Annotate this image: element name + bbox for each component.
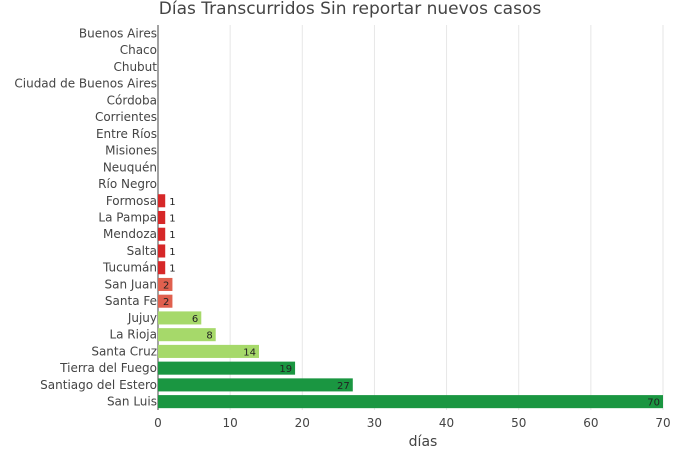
bar-18[interactable]: [158, 328, 216, 342]
x-tick-label-0: 0: [154, 416, 162, 430]
category-label-11: La Pampa: [98, 211, 157, 225]
bar-10[interactable]: [158, 194, 166, 208]
category-label-17: Jujuy: [127, 311, 157, 325]
category-label-6: Entre Ríos: [96, 127, 157, 141]
category-label-7: Misiones: [105, 144, 157, 158]
bar-15[interactable]: [158, 277, 173, 291]
bar-17[interactable]: [158, 311, 202, 325]
category-label-9: Río Negro: [98, 177, 157, 191]
category-label-1: Chaco: [120, 43, 157, 57]
category-label-20: Tierra del Fuego: [59, 361, 157, 375]
grid-lines: [157, 25, 664, 410]
x-tick-label-4: 40: [439, 416, 454, 430]
x-tick-label-7: 70: [655, 416, 670, 430]
category-label-8: Neuquén: [103, 160, 157, 174]
bar-value-label-12: 1: [169, 230, 175, 241]
category-label-22: San Luis: [107, 395, 157, 409]
bar-value-label-13: 1: [169, 247, 175, 258]
category-label-21: Santiago del Estero: [40, 378, 157, 392]
chart-title: Días Transcurridos Sin reportar nuevos c…: [159, 0, 542, 19]
category-label-0: Buenos Aires: [79, 26, 157, 40]
bar-value-label-11: 1: [169, 214, 175, 225]
bar-11[interactable]: [158, 210, 166, 225]
bar-value-label-15: 2: [163, 280, 169, 291]
category-label-18: La Rioja: [109, 328, 157, 342]
category-label-2: Chubut: [113, 60, 157, 74]
bar-value-label-22: 70: [647, 398, 660, 409]
bar-value-label-17: 6: [192, 314, 198, 325]
bar-value-label-16: 2: [163, 297, 169, 308]
bar-value-label-19: 14: [243, 347, 256, 358]
x-tick-label-3: 30: [367, 416, 382, 430]
category-label-13: Salta: [127, 244, 157, 258]
x-tick-label-1: 10: [223, 416, 238, 430]
category-label-14: Tucumán: [102, 261, 157, 275]
bar-22[interactable]: [158, 395, 663, 409]
bar-value-label-10: 1: [169, 197, 175, 208]
x-tick-label-2: 20: [295, 416, 310, 430]
bar-13[interactable]: [158, 244, 166, 258]
bar-16[interactable]: [158, 294, 173, 308]
x-axis-ticks: 0 10 20 30 40 50 60 70: [154, 416, 670, 430]
bar-12[interactable]: [158, 227, 166, 241]
category-labels: Buenos Aires Chaco Chubut Ciudad de Buenos …: [14, 26, 157, 408]
bar-value-label-20: 19: [279, 364, 292, 375]
category-label-12: Mendoza: [103, 227, 157, 241]
category-label-15: San Juan: [105, 277, 158, 291]
category-label-5: Corrientes: [95, 110, 157, 124]
x-axis-title: días: [409, 434, 438, 450]
category-label-4: Córdoba: [107, 93, 157, 107]
bar-14[interactable]: [158, 261, 166, 275]
category-label-16: Santa Fe: [105, 294, 157, 308]
x-tick-label-6: 60: [583, 416, 598, 430]
bar-value-label-18: 8: [206, 331, 212, 342]
bar-20[interactable]: [158, 361, 296, 375]
bar-value-label-14: 1: [169, 264, 175, 275]
x-tick-label-5: 50: [511, 416, 526, 430]
bar-value-label-21: 27: [337, 381, 350, 392]
category-label-10: Formosa: [106, 194, 157, 208]
bar-21[interactable]: [158, 378, 353, 392]
category-label-19: Santa Cruz: [91, 344, 157, 358]
category-label-3: Ciudad de Buenos Aires: [14, 77, 157, 91]
bar-19[interactable]: [158, 344, 259, 358]
